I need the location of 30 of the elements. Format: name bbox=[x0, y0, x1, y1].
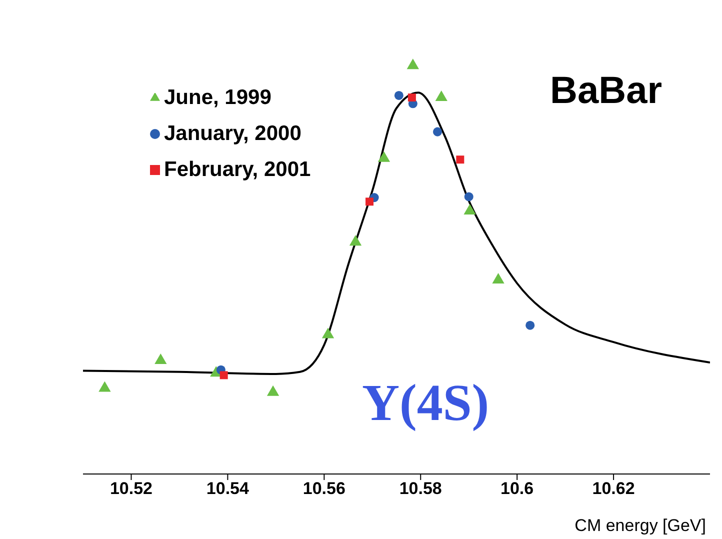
x-axis-title: CM energy [GeV] bbox=[574, 516, 706, 535]
x-tick-label: 10.56 bbox=[302, 479, 346, 498]
legend-label: June, 1999 bbox=[164, 86, 272, 109]
annotation: Υ(4S) bbox=[362, 374, 490, 433]
annotation: BaBar bbox=[550, 70, 662, 113]
point bbox=[349, 235, 362, 246]
legend-label: January, 2000 bbox=[164, 122, 302, 145]
point bbox=[435, 90, 448, 102]
point bbox=[432, 127, 442, 136]
point bbox=[98, 381, 111, 392]
point bbox=[492, 273, 504, 284]
x-tick-label: 10.58 bbox=[399, 479, 442, 498]
legend-label: February, 2001 bbox=[164, 158, 311, 181]
point bbox=[406, 58, 419, 70]
point bbox=[456, 156, 464, 164]
point bbox=[408, 94, 416, 102]
x-tick-label: 10.62 bbox=[592, 479, 635, 498]
point bbox=[526, 320, 535, 330]
point bbox=[322, 328, 334, 338]
point bbox=[464, 204, 476, 215]
point bbox=[154, 353, 167, 364]
point bbox=[378, 151, 390, 162]
point bbox=[266, 385, 280, 396]
x-tick-label: 10.54 bbox=[206, 479, 250, 498]
point bbox=[464, 192, 474, 202]
point bbox=[394, 90, 404, 100]
point bbox=[220, 371, 228, 380]
x-tick-label: 10.52 bbox=[110, 479, 153, 498]
x-tick-label: 10.6 bbox=[500, 479, 534, 498]
point bbox=[365, 198, 374, 206]
